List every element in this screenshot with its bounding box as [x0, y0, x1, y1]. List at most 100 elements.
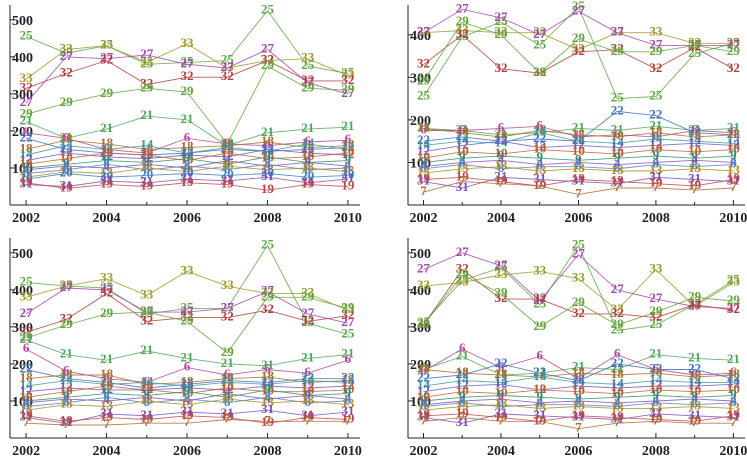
series-line — [25, 115, 348, 147]
data-point-label: 33 — [20, 288, 34, 303]
data-point-label: 12 — [60, 379, 73, 394]
data-point-label: 29 — [100, 305, 114, 320]
data-point-label: 21 — [140, 107, 153, 122]
data-point-label: 22 — [140, 146, 153, 161]
data-point-label: 6 — [614, 346, 621, 361]
data-point-label: 31 — [495, 168, 508, 183]
data-point-label: 4 — [498, 151, 505, 166]
data-point-label: 21 — [727, 119, 740, 134]
data-point-label: 22 — [20, 129, 33, 144]
series-32: 32 32 32 32 32 32 32 32 32 — [20, 285, 355, 339]
data-point-label: 8 — [614, 160, 621, 175]
data-point-label: 12 — [495, 132, 508, 147]
data-point-label: 9 — [144, 386, 151, 401]
data-point-label: 21 — [572, 119, 585, 134]
data-point-label: 31 — [261, 168, 274, 183]
data-point-label: 25 — [301, 57, 315, 72]
data-point-label: 25 — [341, 64, 355, 79]
series-line — [26, 148, 348, 162]
data-point-label: 31 — [495, 405, 508, 420]
data-point-label: 21 — [341, 346, 354, 361]
data-point-label: 19 — [533, 412, 547, 427]
data-point-label: 22 — [649, 360, 662, 375]
data-point-label: 7 — [459, 173, 466, 188]
data-point-label: 21 — [221, 355, 234, 370]
series-4: 4 4 4 4 4 4 4 4 4 — [420, 390, 737, 411]
data-point-label: 25 — [417, 314, 431, 329]
data-point-label: 6 — [224, 135, 231, 150]
data-point-label: 33 — [417, 277, 431, 292]
data-point-label: 4 — [498, 390, 505, 405]
data-point-label: 18 — [181, 139, 195, 154]
data-point-label: 29 — [572, 30, 586, 45]
data-point-label: 13 — [140, 159, 154, 174]
y-tick-label: 300 — [410, 71, 431, 86]
data-point-label: 14 — [20, 146, 34, 161]
data-point-label: 13 — [611, 399, 625, 414]
data-point-label: 18 — [495, 128, 509, 143]
data-point-label: 18 — [140, 140, 154, 155]
data-point-label: 12 — [456, 136, 469, 151]
series-line — [26, 380, 348, 387]
data-point-label: 18 — [60, 366, 74, 381]
series-7: 7 7 7 7 7 7 7 7 7 — [420, 173, 737, 201]
data-point-label: 9 — [575, 151, 582, 166]
series-line — [25, 293, 348, 333]
data-point-label: 14 — [611, 375, 625, 390]
data-point-label: 31 — [341, 170, 354, 185]
data-point-label: 25 — [417, 87, 431, 102]
data-point-label: 21 — [727, 351, 740, 366]
series-29: 29 29 29 29 29 29 29 29 29 — [417, 13, 740, 88]
data-point-label: 6 — [536, 347, 543, 362]
data-point-label: 6 — [23, 340, 30, 355]
x-tick-label: 2008 — [642, 444, 670, 459]
series-line — [26, 176, 348, 187]
series-line — [423, 21, 734, 82]
series-27: 27 27 27 27 27 27 27 27 27 — [417, 0, 740, 51]
data-point-label: 8 — [63, 161, 70, 176]
data-point-label: 6 — [184, 129, 191, 144]
data-point-label: 25 — [100, 279, 114, 294]
data-point-label: 18 — [417, 119, 431, 134]
data-point-label: 9 — [498, 386, 505, 401]
data-point-label: 13 — [649, 162, 663, 177]
data-point-label: 25 — [20, 273, 34, 288]
data-point-label: 27 — [341, 314, 355, 329]
x-tick-label: 2006 — [564, 444, 592, 459]
data-point-label: 19 — [20, 407, 34, 422]
data-point-label: 4 — [103, 159, 110, 174]
data-point-label: 19 — [181, 174, 195, 189]
data-point-label: 9 — [144, 153, 151, 168]
data-point-label: 21 — [649, 117, 662, 132]
data-point-label: 6 — [184, 359, 191, 374]
series-line — [423, 34, 734, 74]
series-32: 32 32 32 32 32 32 32 32 32 — [417, 260, 740, 331]
y-tick-label: 500 — [410, 247, 431, 262]
data-point-label: 32 — [20, 79, 33, 94]
data-point-label: 13 — [688, 397, 702, 412]
series-line — [26, 163, 348, 174]
data-point-label: 20 — [100, 168, 113, 183]
series-line — [423, 348, 734, 380]
data-point-label: 12 — [611, 379, 624, 394]
series-line — [423, 132, 734, 146]
data-point-label: 27 — [572, 2, 586, 17]
data-point-label: 9 — [536, 388, 543, 403]
y-tick-label: 500 — [12, 14, 33, 29]
data-point-label: 8 — [184, 157, 191, 172]
data-point-label: 19 — [495, 409, 509, 424]
data-point-label: 9 — [459, 149, 466, 164]
data-point-label: 7 — [264, 412, 271, 427]
data-point-label: 9 — [304, 386, 311, 401]
series-line — [25, 287, 349, 324]
data-point-label: 8 — [63, 394, 70, 409]
data-point-label: 18 — [611, 128, 625, 143]
data-point-label: 32 — [495, 60, 508, 75]
data-point-label: 10 — [417, 388, 430, 403]
data-point-label: 12 — [727, 136, 740, 151]
data-point-label: 6 — [691, 121, 698, 136]
